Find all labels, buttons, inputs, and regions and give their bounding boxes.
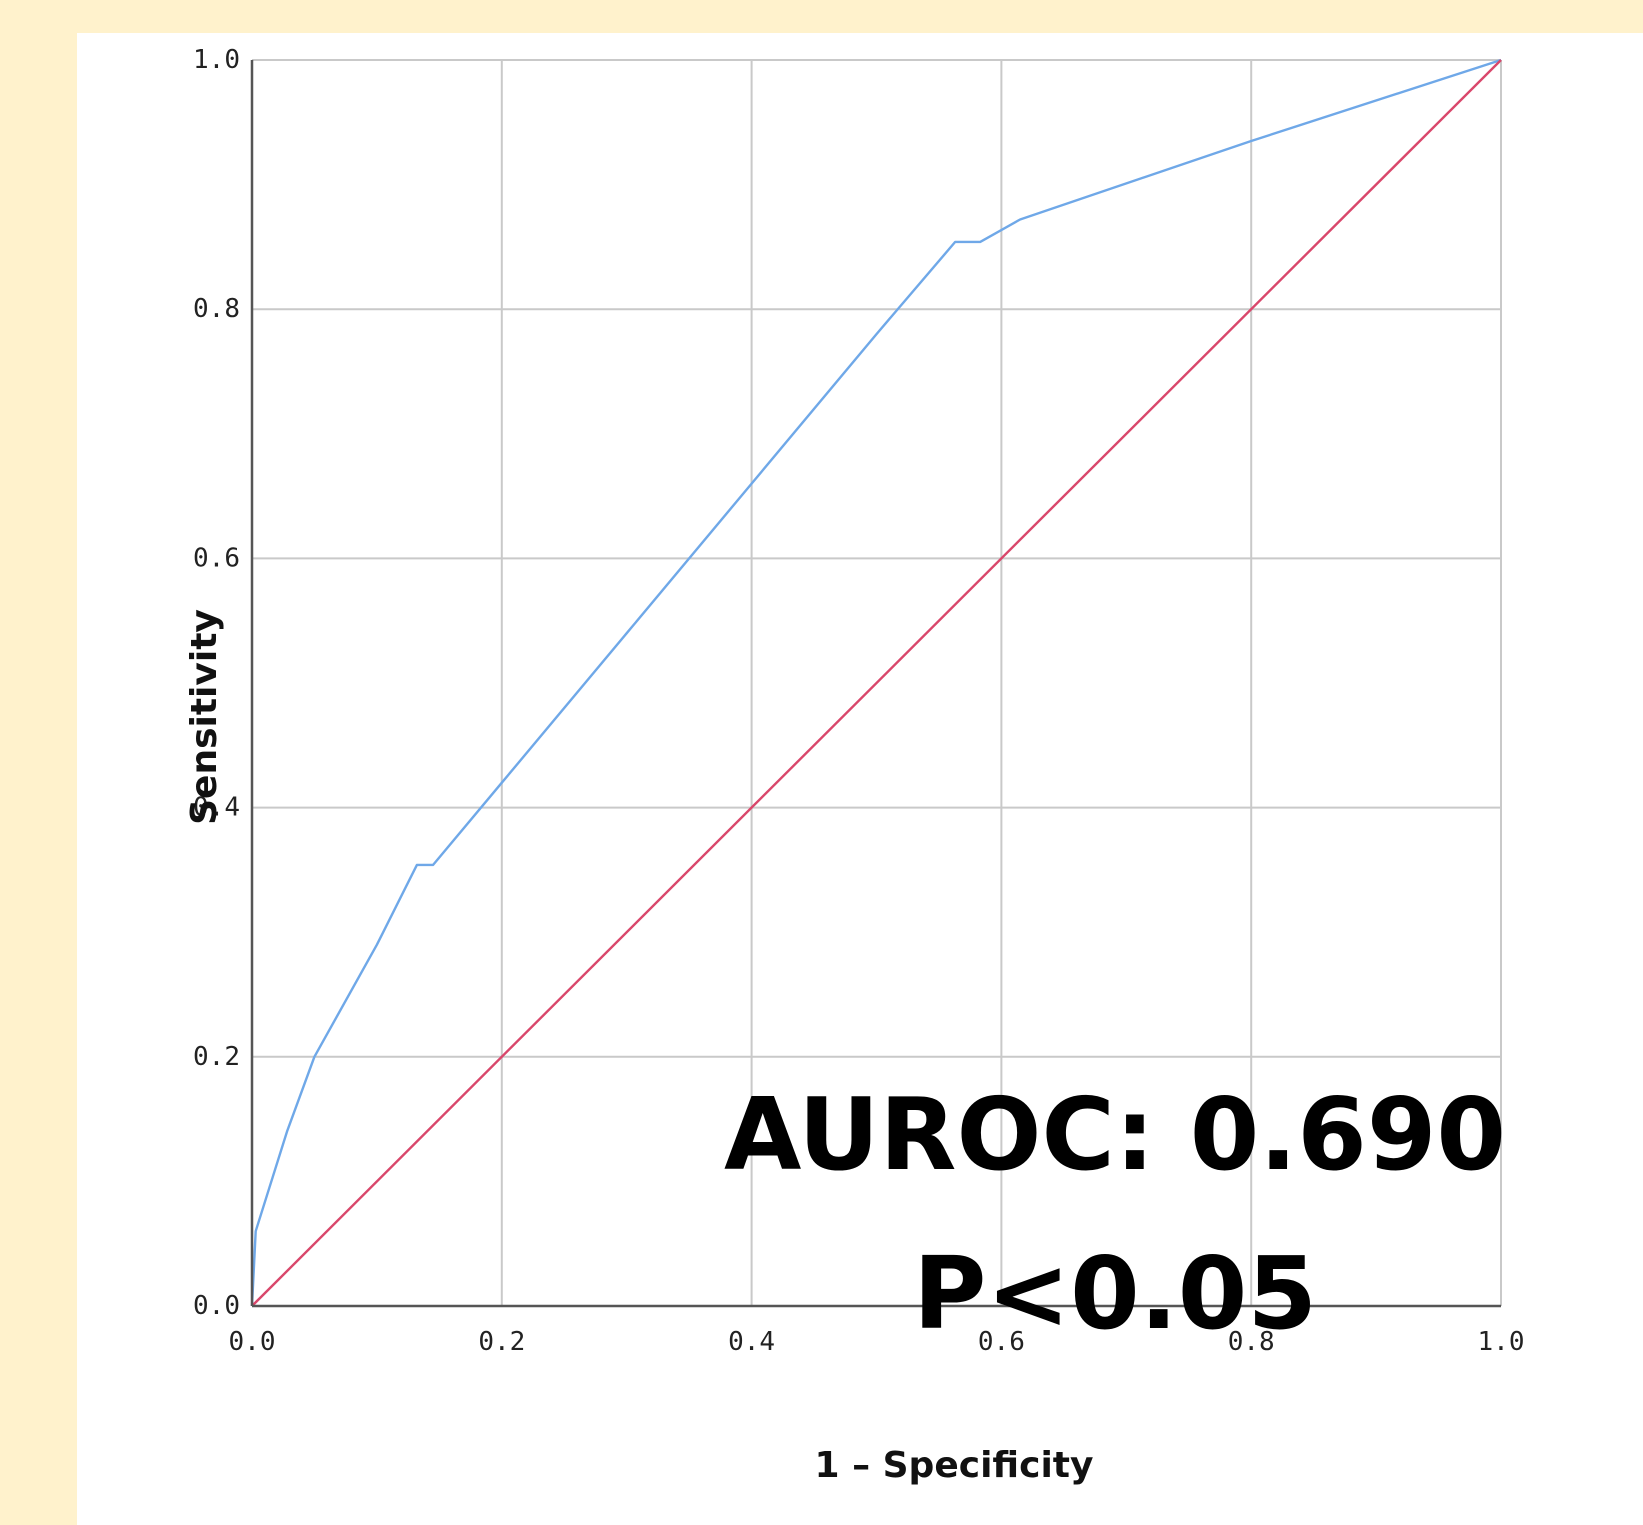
x-tick-label: 0.0 (229, 1327, 276, 1357)
x-tick-label: 1.0 (1478, 1327, 1525, 1357)
y-tick-label: 0.2 (193, 1042, 240, 1072)
y-tick-label: 1.0 (193, 45, 240, 75)
frame-layer (250, 60, 1501, 1308)
y-tick-label: 0.4 (193, 793, 240, 823)
y-tick-label: 0.6 (193, 543, 240, 573)
x-tick-labels: 0.0 0.2 0.4 0.6 0.8 1.0 (229, 1327, 1525, 1357)
x-tick-label: 0.8 (1228, 1327, 1275, 1357)
reference-diagonal-line (251, 59, 1502, 1307)
annotation-auroc: AUROC: 0.690 (724, 1076, 1506, 1193)
x-axis-title: 1 – Specificity (815, 1445, 1094, 1486)
curve-layer (250, 58, 1502, 1307)
grid-layer (251, 59, 1502, 1307)
y-axis-title: Sensitivity (184, 609, 225, 825)
roc-chart: 0.0 0.2 0.4 0.6 0.8 1.0 0.0 0.2 0.4 0.6 0.8 1.0 1 … (184, 45, 1525, 1486)
y-tick-labels: 0.0 0.2 0.4 0.6 0.8 1.0 (193, 45, 240, 1321)
annotation-pvalue: P<0.05 (913, 1235, 1317, 1352)
y-tick-label: 0.0 (193, 1291, 240, 1321)
roc-curve-line (250, 58, 1502, 1307)
x-tick-label: 0.6 (978, 1327, 1025, 1357)
x-tick-label: 0.2 (478, 1327, 525, 1357)
chart-panel: 0.0 0.2 0.4 0.6 0.8 1.0 0.0 0.2 0.4 0.6 0.8 1.0 1 … (77, 33, 1643, 1525)
y-tick-label: 0.8 (193, 294, 240, 324)
x-tick-label: 0.4 (728, 1327, 775, 1357)
